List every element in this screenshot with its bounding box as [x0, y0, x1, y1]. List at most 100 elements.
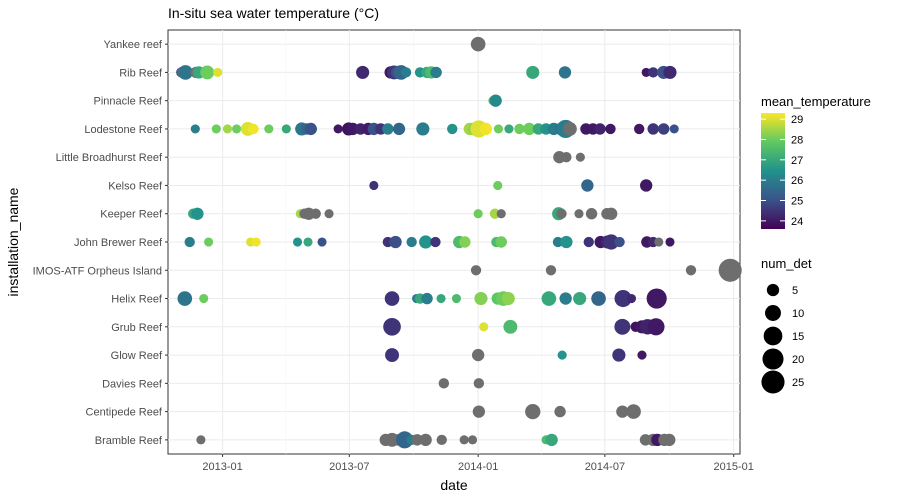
data-point — [382, 123, 394, 135]
data-point — [470, 265, 482, 276]
data-point — [459, 236, 471, 248]
data-point — [545, 433, 558, 447]
data-point — [541, 291, 557, 306]
data-point — [467, 435, 478, 445]
data-point — [605, 207, 618, 220]
data-point — [583, 236, 594, 248]
data-point — [654, 237, 664, 247]
data-point — [317, 237, 327, 247]
y-tick-label: Pinnacle Reef — [94, 96, 163, 108]
data-point — [304, 122, 317, 136]
data-point — [591, 291, 606, 306]
data-point — [438, 378, 450, 389]
data-point — [411, 434, 423, 446]
data-point — [204, 237, 214, 247]
size-legend-title: num_det — [761, 256, 812, 271]
data-point — [473, 378, 485, 389]
data-point — [663, 65, 677, 79]
color-legend-label: 29 — [791, 114, 803, 126]
data-point — [594, 123, 606, 135]
data-point — [562, 121, 577, 136]
chart-title: In-situ sea water temperature (°C) — [168, 5, 379, 21]
data-point — [222, 124, 233, 134]
data-point — [471, 348, 485, 362]
data-point — [626, 404, 641, 419]
x-tick-label: 2014-01 — [458, 461, 498, 473]
data-point — [177, 291, 193, 306]
data-point — [647, 318, 665, 336]
size-key — [762, 348, 784, 370]
data-point — [496, 209, 506, 219]
data-point — [614, 236, 625, 248]
size-legend-label: 20 — [792, 354, 804, 366]
data-point — [503, 319, 518, 334]
data-point — [612, 348, 626, 362]
data-point — [384, 291, 400, 306]
data-point — [646, 288, 667, 309]
color-legend-label: 28 — [791, 134, 803, 146]
y-tick-label: Centipede Reef — [86, 407, 163, 419]
x-tick-label: 2014-07 — [585, 461, 625, 473]
y-tick-label: Glow Reef — [111, 350, 163, 362]
data-point — [493, 180, 503, 191]
data-points — [176, 36, 742, 449]
data-point — [436, 293, 446, 304]
size-legend-label: 15 — [792, 331, 804, 343]
x-tick-label: 2015-01 — [714, 461, 754, 473]
data-point — [614, 318, 631, 335]
color-legend-title: mean_temperature — [761, 94, 871, 109]
size-legend-label: 10 — [792, 308, 804, 320]
data-point — [552, 236, 564, 248]
y-axis-title: installation_name — [5, 187, 21, 296]
y-tick-label: Davies Reef — [102, 378, 163, 390]
data-point — [685, 265, 697, 276]
data-point — [416, 122, 430, 136]
data-point — [526, 65, 540, 79]
size-key — [763, 326, 783, 346]
data-point — [479, 322, 489, 332]
data-point — [616, 405, 629, 418]
color-legend-label: 26 — [791, 175, 803, 187]
data-point — [614, 289, 632, 308]
data-point — [603, 234, 619, 250]
data-point — [430, 66, 442, 79]
y-tick-label: Lodestone Reef — [84, 124, 163, 136]
data-point — [385, 348, 399, 363]
x-axis-title: date — [440, 477, 467, 493]
data-point — [292, 237, 303, 247]
data-point — [718, 258, 742, 282]
x-tick-label: 2013-07 — [329, 461, 369, 473]
data-point — [470, 36, 486, 52]
data-point — [493, 124, 504, 134]
data-point — [310, 208, 321, 219]
data-point — [561, 152, 572, 163]
y-tick-label: Little Broadhurst Reef — [56, 152, 163, 164]
data-point — [657, 123, 670, 135]
data-point — [573, 291, 587, 306]
y-tick-label: Helix Reef — [111, 294, 163, 306]
color-legend: mean_temperature 24 25 26 27 28 29 — [761, 94, 871, 229]
data-point — [472, 405, 486, 418]
data-point — [251, 237, 261, 247]
data-point — [558, 66, 572, 79]
data-point — [383, 317, 401, 336]
data-point — [473, 209, 483, 219]
data-point — [281, 124, 291, 134]
y-tick-label: Rib Reef — [119, 67, 163, 79]
data-point — [184, 236, 195, 248]
data-point — [489, 94, 502, 107]
size-legend: num_det 5 10 15 20 25 — [761, 256, 812, 394]
data-point — [554, 405, 566, 418]
data-point — [514, 123, 525, 135]
data-point — [389, 235, 402, 249]
data-point — [191, 207, 204, 220]
y-tick-label: Keeper Reef — [100, 209, 163, 221]
data-point — [324, 209, 334, 219]
data-point — [585, 208, 598, 220]
data-point — [647, 123, 659, 135]
data-point — [178, 65, 193, 80]
data-point — [560, 235, 573, 249]
size-legend-label: 5 — [792, 285, 798, 297]
data-point — [581, 179, 594, 192]
